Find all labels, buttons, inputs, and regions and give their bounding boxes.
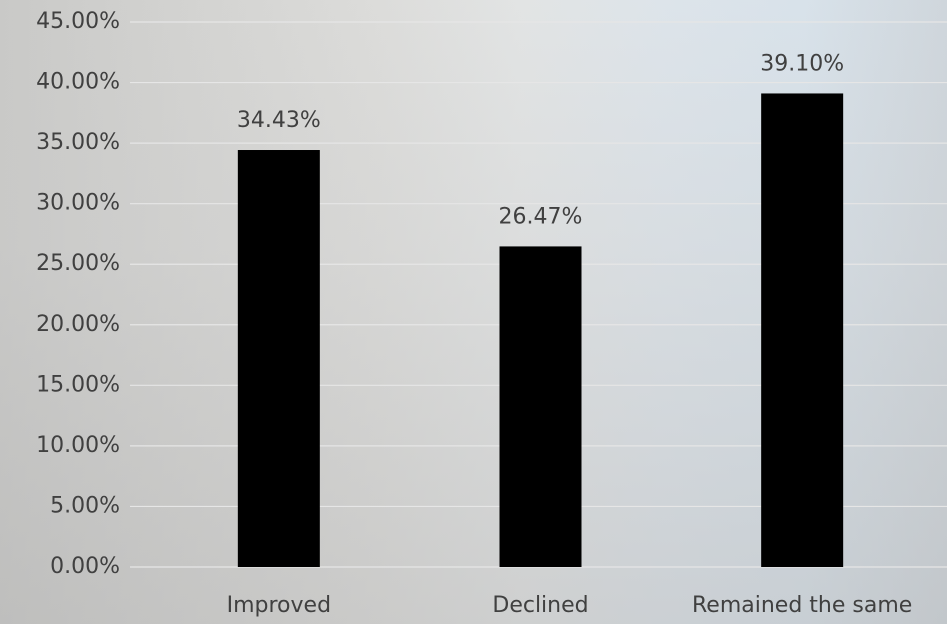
y-tick-label: 35.00% xyxy=(36,130,120,155)
data-label: 26.47% xyxy=(499,204,583,229)
y-tick-label: 45.00% xyxy=(36,9,120,34)
y-tick-label: 0.00% xyxy=(50,554,120,579)
y-tick-label: 10.00% xyxy=(36,433,120,458)
y-tick-label: 25.00% xyxy=(36,251,120,276)
y-tick-label: 5.00% xyxy=(50,493,120,518)
y-tick-label: 20.00% xyxy=(36,312,120,337)
y-tick-label: 15.00% xyxy=(36,372,120,397)
x-tick-label: Declined xyxy=(492,593,588,618)
bar xyxy=(499,246,582,567)
x-tick-label: Remained the same xyxy=(692,593,912,618)
data-label: 34.43% xyxy=(237,108,321,133)
bar xyxy=(237,150,320,567)
bar xyxy=(761,93,844,567)
y-tick-label: 30.00% xyxy=(36,191,120,216)
data-label: 39.10% xyxy=(760,51,844,76)
y-tick-label: 40.00% xyxy=(36,70,120,95)
x-tick-label: Improved xyxy=(227,593,331,618)
